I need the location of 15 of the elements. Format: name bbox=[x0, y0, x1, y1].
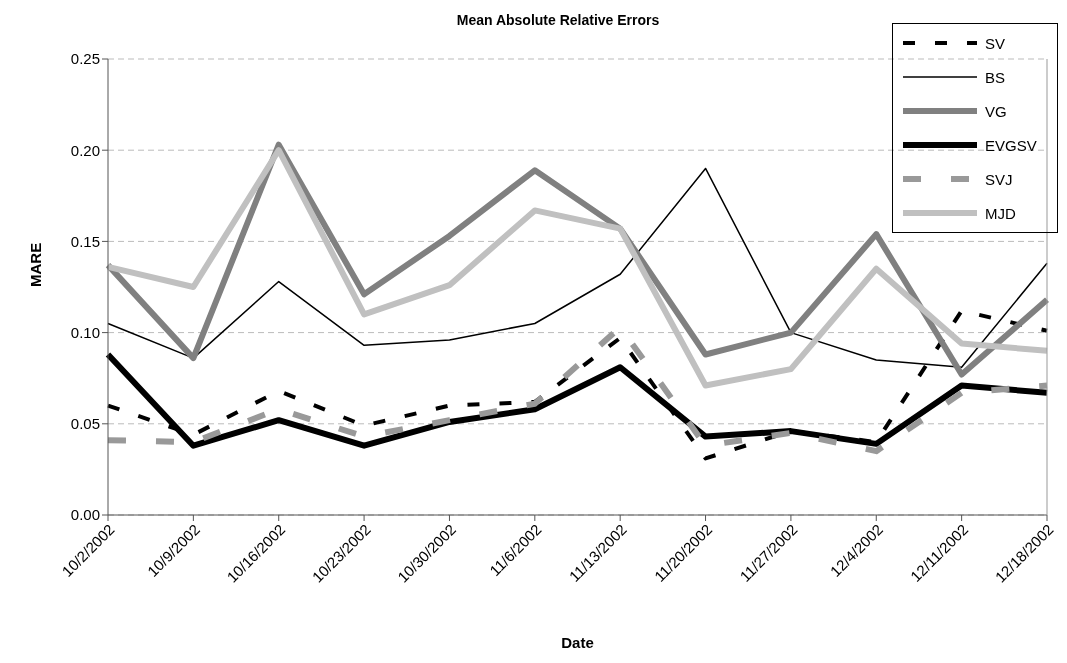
legend-label: SVJ bbox=[985, 170, 1013, 188]
y-tick-label: 0.25 bbox=[70, 50, 100, 68]
y-tick-label: 0.15 bbox=[70, 232, 100, 250]
y-axis-title: MARE bbox=[27, 242, 45, 287]
x-axis-title: Date bbox=[561, 634, 594, 651]
y-tick-label: 0.05 bbox=[70, 415, 100, 433]
legend-label: MJD bbox=[985, 204, 1016, 222]
y-tick-label: 0.20 bbox=[70, 141, 100, 159]
y-tick-label: 0.00 bbox=[70, 506, 100, 524]
legend-label: VG bbox=[985, 102, 1007, 120]
legend-label: SV bbox=[985, 34, 1006, 52]
y-tick-label: 0.10 bbox=[70, 323, 100, 341]
legend-label: EVGSV bbox=[985, 136, 1037, 154]
chart-title: Mean Absolute Relative Errors bbox=[455, 12, 661, 28]
legend-label: BS bbox=[985, 68, 1006, 86]
